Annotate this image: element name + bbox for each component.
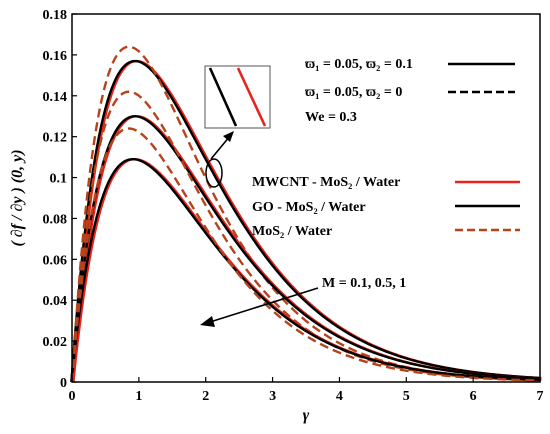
legend-top-entry-1: ϖ₁ = 0.05, ϖ₂ = 0.1	[305, 57, 413, 72]
axis-ticks: 0 1 2 3 4 5 6 7 0 0.02 0.04 0.06 0.08 0.1 0.12 0.14 0.16…	[43, 8, 544, 404]
legend-top: ϖ₁ = 0.05, ϖ₂ = 0.1 ϖ₁ = 0.05, ϖ₂ = 0 We…	[305, 57, 515, 125]
zoom-arrow-head	[223, 131, 234, 142]
x-axis-label: γ	[303, 407, 310, 424]
x-tick-label: 7	[537, 389, 544, 404]
legend-mid-entry-2: GO - MoS₂ / Water	[252, 200, 366, 215]
series-line-mos2	[70, 127, 541, 383]
series-line-mwcnt	[72, 115, 542, 383]
chart-curves	[70, 45, 542, 383]
y-tick-label: 0.06	[43, 253, 68, 268]
annotation-arrow-line	[209, 287, 319, 323]
series-line-mwcnt	[72, 158, 542, 383]
legend-mid-entry-3: MoS₂ / Water	[252, 224, 332, 239]
y-tick-label: 0.02	[43, 335, 68, 350]
series-line-go	[70, 59, 540, 383]
y-tick-label: 0.18	[43, 8, 68, 23]
legend-mid: MWCNT - MoS₂ / Water GO - MoS₂ / Water M…	[252, 175, 520, 239]
annotation: M = 0.1, 0.5, 1	[200, 276, 406, 327]
inset-box	[204, 65, 271, 129]
annotation-arrow-head	[200, 316, 215, 327]
y-tick-label: 0.08	[43, 212, 68, 227]
x-tick-label: 2	[202, 389, 209, 404]
plot-frame	[71, 13, 541, 383]
annotation-label: M = 0.1, 0.5, 1	[322, 276, 406, 291]
legend-mid-entry-1: MWCNT - MoS₂ / Water	[252, 175, 400, 190]
y-tick-label: 0.04	[43, 294, 68, 309]
x-tick-label: 4	[336, 389, 343, 404]
x-tick-label: 6	[470, 389, 477, 404]
y-tick-label: 0.16	[43, 49, 68, 64]
series-line-go	[70, 157, 540, 383]
zoom-inset	[204, 65, 271, 188]
legend-top-entry-3: We = 0.3	[305, 110, 357, 125]
inset-black-line	[208, 67, 238, 127]
x-tick-label: 0	[69, 389, 76, 404]
x-tick-label: 1	[135, 389, 142, 404]
y-tick-label: 0.14	[43, 90, 68, 105]
y-axis-label: ( ∂f / ∂y ) (0, y)	[9, 149, 26, 246]
zoom-arrow-line	[210, 135, 231, 160]
y-tick-label: 0.1	[50, 172, 68, 187]
x-tick-label: 5	[403, 389, 410, 404]
legend-top-entry-2: ϖ₁ = 0.05, ϖ₂ = 0	[305, 85, 402, 100]
y-tick-label: 0.12	[43, 131, 68, 146]
zoom-ellipse	[205, 158, 223, 188]
inset-red-line	[236, 67, 267, 127]
y-tick-label: 0	[60, 376, 67, 391]
x-tick-label: 3	[269, 389, 276, 404]
series-line-go	[70, 115, 540, 383]
